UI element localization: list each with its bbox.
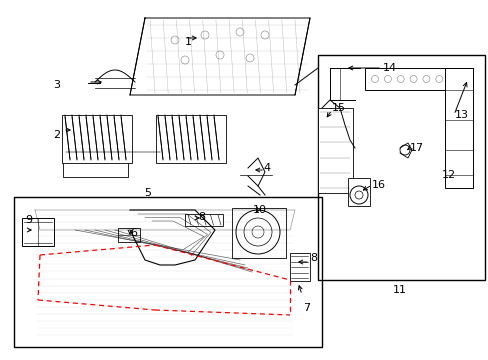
Text: 13: 13	[454, 110, 468, 120]
Text: 3: 3	[53, 80, 60, 90]
Bar	[63, 122, 128, 177]
Text: 10: 10	[252, 205, 266, 215]
Text: 7: 7	[303, 303, 309, 313]
Circle shape	[399, 145, 409, 155]
Circle shape	[236, 210, 280, 254]
Bar	[231, 208, 285, 258]
Bar	[364, 68, 472, 90]
Text: 14: 14	[382, 63, 396, 73]
Text: 12: 12	[441, 170, 455, 180]
Bar	[289, 253, 309, 281]
Text: 16: 16	[371, 180, 385, 190]
Bar	[22, 218, 54, 246]
Bar	[317, 108, 352, 193]
Bar	[14, 197, 321, 347]
Bar	[156, 115, 225, 163]
Bar	[317, 55, 484, 280]
Text: 15: 15	[331, 103, 346, 113]
Bar	[184, 214, 223, 226]
Text: 8: 8	[309, 253, 317, 263]
Bar	[62, 115, 132, 163]
Bar	[444, 68, 472, 188]
Text: 6: 6	[130, 228, 137, 238]
Text: 17: 17	[409, 143, 423, 153]
Text: 1: 1	[184, 37, 192, 47]
Text: 5: 5	[144, 188, 151, 198]
Text: 4: 4	[263, 163, 269, 173]
Bar	[118, 228, 140, 242]
Text: 2: 2	[53, 130, 60, 140]
Text: 9: 9	[25, 215, 32, 225]
Text: 11: 11	[392, 285, 406, 295]
Circle shape	[349, 186, 367, 204]
Bar	[347, 178, 369, 206]
Text: 8: 8	[198, 212, 204, 222]
